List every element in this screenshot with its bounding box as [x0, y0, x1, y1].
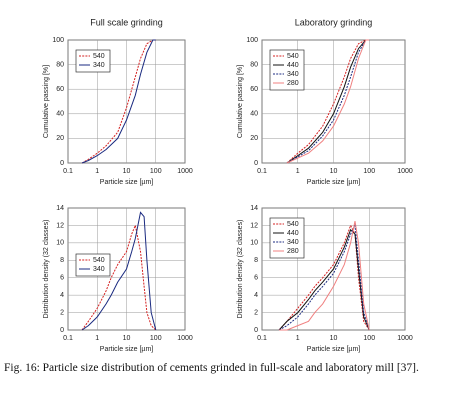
y-axis-label: Cumulative passing [%]	[43, 65, 50, 138]
legend-label: 340	[287, 71, 299, 78]
legend-label: 340	[93, 266, 105, 273]
y-tick-label: 6	[60, 275, 64, 282]
legend-box	[75, 253, 111, 277]
series-line	[81, 39, 156, 164]
legend-label: 440	[287, 230, 299, 237]
y-tick-label: 12	[250, 222, 258, 229]
y-tick-label: 4	[254, 292, 258, 299]
legend-label: 340	[287, 239, 299, 246]
series-line	[278, 223, 370, 331]
legend-label: 540	[93, 53, 105, 60]
x-tick-label: 1	[296, 335, 300, 342]
series-line	[81, 223, 157, 331]
legend-label: 280	[287, 248, 299, 255]
x-tick-label: 0.1	[63, 335, 73, 342]
y-axis-label: Cumulative passing [%]	[237, 65, 244, 138]
series-line	[279, 221, 370, 331]
y-tick-label: 2	[254, 309, 258, 316]
x-tick-label: 10	[330, 168, 338, 175]
series-line	[81, 39, 156, 164]
x-axis-label: Particle size [µm]	[307, 179, 360, 186]
series-line	[278, 228, 370, 331]
chart-title: Full scale grinding	[90, 17, 163, 27]
x-tick-label: 0.1	[257, 335, 267, 342]
x-axis-label: Particle size [µm]	[307, 346, 360, 353]
series-line	[286, 39, 370, 164]
x-tick-label: 1000	[397, 168, 413, 175]
y-tick-label: 14	[250, 205, 258, 212]
legend: 540 440 340 280	[269, 49, 305, 91]
series-line	[286, 39, 370, 164]
x-axis-label: Particle size [µm]	[100, 179, 153, 186]
series-line	[286, 39, 370, 164]
y-tick-label: 80	[56, 61, 64, 68]
x-tick-label: 0.1	[257, 168, 267, 175]
y-tick-label: 0	[60, 160, 64, 167]
y-tick-label: 20	[56, 135, 64, 142]
legend-label: 540	[287, 53, 299, 60]
y-tick-label: 6	[254, 275, 258, 282]
x-tick-label: 1000	[397, 335, 413, 342]
y-tick-label: 10	[56, 240, 64, 247]
y-tick-label: 60	[250, 86, 258, 93]
series-line	[278, 224, 370, 331]
y-tick-label: 0	[254, 160, 258, 167]
y-axis-label: Distribution density (32 classes)	[237, 220, 244, 319]
x-tick-label: 1	[95, 168, 99, 175]
x-tick-label: 1000	[177, 168, 193, 175]
y-tick-label: 0	[60, 327, 64, 334]
series-line	[81, 211, 157, 331]
y-tick-label: 4	[60, 292, 64, 299]
x-tick-label: 100	[150, 168, 162, 175]
x-tick-label: 1	[296, 168, 300, 175]
x-tick-label: 0.1	[63, 168, 73, 175]
series-line	[286, 39, 370, 164]
y-tick-label: 2	[60, 309, 64, 316]
y-tick-label: 10	[250, 240, 258, 247]
y-axis-label: Distribution density (32 classes)	[43, 220, 50, 319]
x-tick-label: 10	[330, 335, 338, 342]
y-tick-label: 80	[250, 61, 258, 68]
y-tick-label: 60	[56, 86, 64, 93]
chart-title: Laboratory grinding	[295, 17, 373, 27]
y-tick-label: 40	[56, 111, 64, 118]
caption: Fig. 16: Particle size distribution of c…	[4, 362, 419, 374]
x-tick-label: 100	[150, 335, 162, 342]
legend-label: 540	[93, 257, 105, 264]
x-tick-label: 1	[95, 335, 99, 342]
y-tick-label: 100	[246, 37, 258, 44]
x-axis-label: Particle size [µm]	[100, 346, 153, 353]
legend-label: 280	[287, 80, 299, 87]
y-tick-label: 12	[56, 222, 64, 229]
legend-box	[75, 49, 111, 73]
x-tick-label: 1000	[177, 335, 193, 342]
legend: 540 440 340 280	[269, 217, 305, 259]
legend-label: 540	[287, 221, 299, 228]
y-tick-label: 100	[52, 37, 64, 44]
y-tick-label: 20	[250, 135, 258, 142]
y-tick-label: 8	[254, 257, 258, 264]
legend-label: 440	[287, 62, 299, 69]
y-tick-label: 14	[56, 205, 64, 212]
y-tick-label: 40	[250, 111, 258, 118]
x-tick-label: 10	[123, 168, 131, 175]
y-tick-label: 0	[254, 327, 258, 334]
x-tick-label: 100	[363, 335, 375, 342]
legend-label: 340	[93, 62, 105, 69]
x-tick-label: 10	[123, 335, 131, 342]
x-tick-label: 100	[363, 168, 375, 175]
y-tick-label: 8	[60, 257, 64, 264]
